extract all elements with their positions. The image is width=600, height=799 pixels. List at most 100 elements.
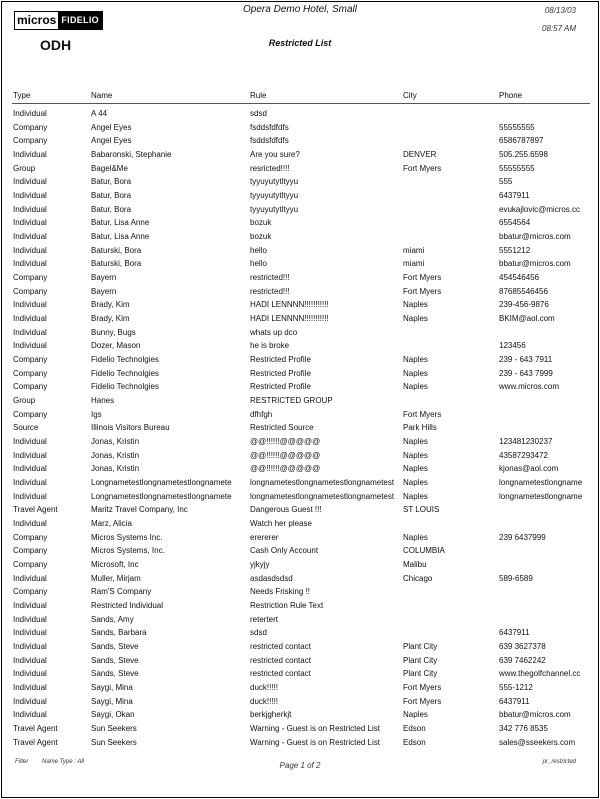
cell-type: Individual [13, 314, 47, 324]
cell-name: Jonas, Kristin [91, 450, 140, 460]
cell-city: DENVER [403, 150, 437, 159]
cell-type: Company [13, 355, 48, 365]
cell-rule: @@!!!!!!@@@@@ [250, 450, 321, 460]
table-row: Company Micros Systems Inc. erererer Naples… [0, 533, 600, 546]
table-row: Individual Jonas, Kristin @@!!!!!!@@@@@ Nap… [0, 451, 600, 464]
cell-rule: yjkyjy [250, 560, 270, 570]
cell-type: Individual [13, 710, 47, 720]
column-header-name: Name [91, 91, 113, 100]
table-row: Individual A 44 sdsd [0, 109, 600, 122]
cell-rule: Are you sure? [250, 150, 300, 159]
cell-rule: bozuk [250, 232, 272, 242]
cell-rule: restricted!!! [250, 273, 290, 283]
cell-name: Longnametestlongnametestlongnamete [91, 491, 232, 501]
cell-name: Bayern [91, 273, 117, 283]
cell-city: Naples [403, 464, 428, 474]
cell-rule: hello [250, 245, 267, 255]
cell-type: Company [13, 409, 48, 419]
cell-rule: asdasdsdsd [250, 573, 293, 583]
cell-name: Bayern [91, 286, 117, 296]
cell-rule: @@!!!!!!@@@@@ [250, 464, 321, 474]
cell-city: Naples [403, 491, 428, 501]
table-row: Individual Bunny, Bugs whats up dco [0, 328, 600, 341]
table-row: Company Angel Eyes fsddsfdfdfs 6586787897 [0, 136, 600, 149]
cell-type: Individual [13, 259, 47, 269]
cell-city: Fort Myers [403, 286, 442, 296]
table-row: Individual Babaronski, Stephanie Are you s… [0, 150, 600, 163]
cell-type: Individual [13, 341, 47, 351]
column-header-rule: Rule [250, 91, 267, 100]
report-date: 08/13/03 [544, 6, 576, 15]
table-row: Individual Sands, Steve restricted contact… [0, 669, 600, 682]
cell-phone: 43587293472 [499, 450, 548, 460]
table-row: Source Illinois Visitors Bureau Restricted… [0, 423, 600, 436]
cell-rule: sdsd [250, 628, 267, 638]
cell-type: Individual [13, 204, 47, 214]
cell-city: ST LOUIS [403, 505, 440, 515]
table-row: Individual Batur, Bora tyyuyutytltyyu 555 [0, 177, 600, 190]
cell-name: Baturski, Bora [91, 245, 142, 255]
cell-type: Travel Agent [13, 724, 58, 734]
cell-rule: Warning - Guest is on Restricted List [250, 724, 380, 734]
cell-rule: tyyuyutytltyyu [250, 204, 299, 214]
hotel-name: Opera Demo Hotel, Small [243, 4, 357, 15]
cell-name: Babaronski, Stephanie [91, 150, 172, 159]
cell-rule: retertert [250, 614, 279, 624]
cell-phone: 55555555 [499, 122, 535, 132]
cell-name: Longnametestlongnametestlongnamete [91, 478, 232, 488]
cell-name: Batur, Lisa Anne [91, 232, 150, 242]
cell-type: Individual [13, 573, 47, 583]
cell-type: Individual [13, 683, 47, 693]
cell-city: Naples [403, 300, 428, 310]
cell-name: Saygi, Mina [91, 696, 133, 706]
cell-name: Fidelio Technolgies [91, 368, 159, 378]
cell-type: Individual [13, 218, 47, 228]
cell-city: Fort Myers [403, 163, 442, 173]
cell-type: Individual [13, 177, 47, 187]
cell-phone: longnametestlongname [499, 478, 583, 488]
filter-label: Filter [15, 759, 29, 765]
table-row: Company Bayern restricted!!! Fort Myers 4545… [0, 273, 600, 286]
cell-type: Company [13, 560, 48, 570]
cell-phone: bbatur@micros.com [499, 232, 571, 242]
cell-type: Company [13, 273, 48, 283]
cell-type: Individual [13, 614, 47, 624]
cell-rule: duck!!!!! [250, 696, 279, 706]
report-title: Restricted List [268, 38, 332, 48]
cell-rule: dfhfgh [250, 409, 273, 419]
cell-phone: 55555555 [499, 163, 535, 173]
cell-city: Naples [403, 355, 428, 365]
cell-rule: HADI LENNNN!!!!!!!!!!! [250, 300, 329, 310]
table-row: Individual Sands, Steve restricted contact… [0, 642, 600, 655]
cell-name: Brady, Kim [91, 300, 130, 310]
cell-phone: 123456 [499, 341, 526, 351]
cell-name: Muller, Mirjam [91, 573, 141, 583]
cell-phone: 342 776 8535 [499, 724, 548, 734]
cell-name: Angel Eyes [91, 136, 132, 146]
cell-phone: longnametestlongname [499, 491, 583, 501]
cell-type: Individual [13, 655, 47, 665]
table-row: Individual Saygi, Mina duck!!!!! Fort Myers… [0, 683, 600, 696]
cell-name: Angel Eyes [91, 122, 132, 132]
cell-city: COLUMBIA [403, 546, 445, 556]
cell-name: Illinois Visitors Bureau [91, 423, 170, 433]
cell-phone: 6437911 [499, 696, 530, 706]
cell-rule: fsddsfdfdfs [250, 136, 289, 146]
cell-phone: 239 6437999 [499, 532, 546, 542]
cell-city: Naples [403, 368, 428, 378]
cell-rule: tyyuyutytltyyu [250, 191, 299, 201]
cell-phone: bbatur@micros.com [499, 259, 571, 269]
cell-phone: 555-1212 [499, 683, 533, 693]
cell-name: Sands, Steve [91, 642, 139, 652]
cell-rule: duck!!!!! [250, 683, 279, 693]
table-row: Travel Agent Sun Seekers Warning - Guest i… [0, 724, 600, 737]
cell-city: Naples [403, 710, 428, 720]
cell-type: Company [13, 122, 48, 132]
cell-type: Individual [13, 109, 47, 118]
cell-phone: bbatur@micros.com [499, 710, 571, 720]
cell-type: Source [13, 423, 39, 433]
cell-city: Plant City [403, 669, 438, 679]
filter-value: Name Type : All [42, 759, 85, 765]
micros-fidelio-logo: micros FIDELIO [14, 11, 103, 30]
cell-name: Marz, Alicia [91, 519, 132, 529]
